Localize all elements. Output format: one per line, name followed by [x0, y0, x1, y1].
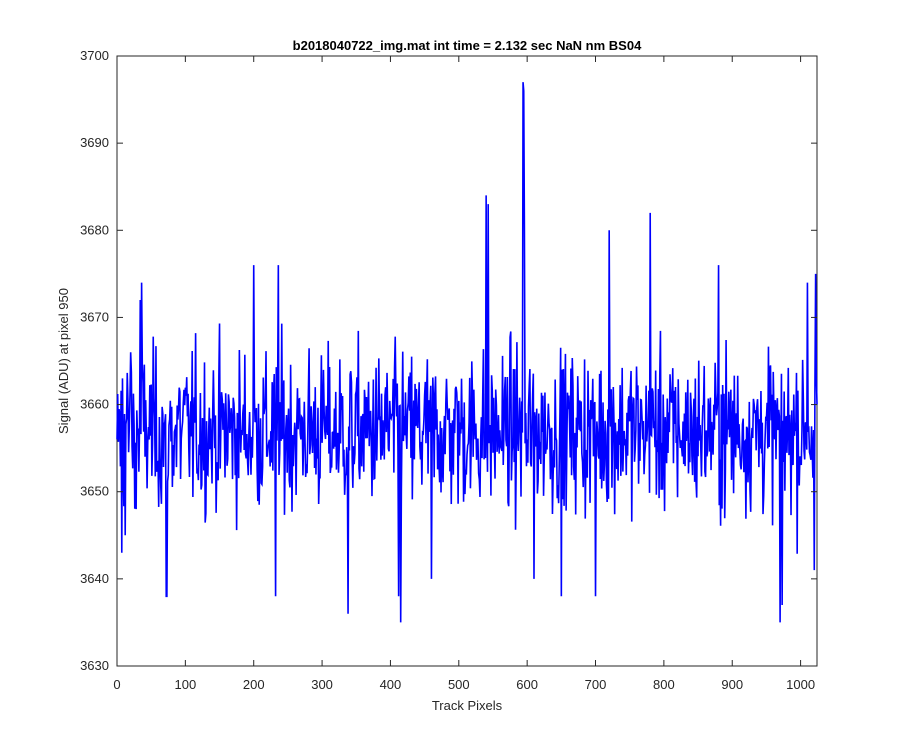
y-tick-label: 3660 — [80, 397, 109, 412]
x-tick-label: 500 — [448, 677, 470, 692]
x-tick-label: 700 — [585, 677, 607, 692]
x-tick-label: 600 — [516, 677, 538, 692]
y-tick-label: 3640 — [80, 571, 109, 586]
x-tick-label: 300 — [311, 677, 333, 692]
x-tick-layer: 0 100 200 300 400 500 600 700 800 900 1000 — [113, 56, 815, 692]
x-tick-label: 100 — [175, 677, 197, 692]
series-line — [116, 82, 818, 623]
line-layer — [116, 82, 818, 623]
axes-box — [116, 55, 818, 667]
chart-title: b2018040722_img.mat int time = 2.132 sec… — [293, 38, 642, 53]
x-tick-label: 1000 — [786, 677, 815, 692]
x-tick-label: 200 — [243, 677, 265, 692]
y-tick-layer: 3630 3640 3650 3660 3670 3680 3690 3700 — [80, 48, 817, 673]
x-axis-label: Track Pixels — [432, 698, 503, 713]
plot-area: 0 100 200 300 400 500 600 700 800 900 1000 3630 364… — [80, 48, 818, 692]
y-tick-label: 3680 — [80, 222, 109, 237]
x-tick-label: 800 — [653, 677, 675, 692]
x-tick-label: 900 — [721, 677, 743, 692]
y-tick-label: 3650 — [80, 484, 109, 499]
y-axis-label: Signal (ADU) at pixel 950 — [56, 288, 71, 434]
y-tick-label: 3630 — [80, 658, 109, 673]
x-tick-label: 0 — [113, 677, 120, 692]
y-tick-label: 3690 — [80, 135, 109, 150]
y-tick-label: 3700 — [80, 48, 109, 63]
x-tick-label: 400 — [380, 677, 402, 692]
y-tick-label: 3670 — [80, 309, 109, 324]
